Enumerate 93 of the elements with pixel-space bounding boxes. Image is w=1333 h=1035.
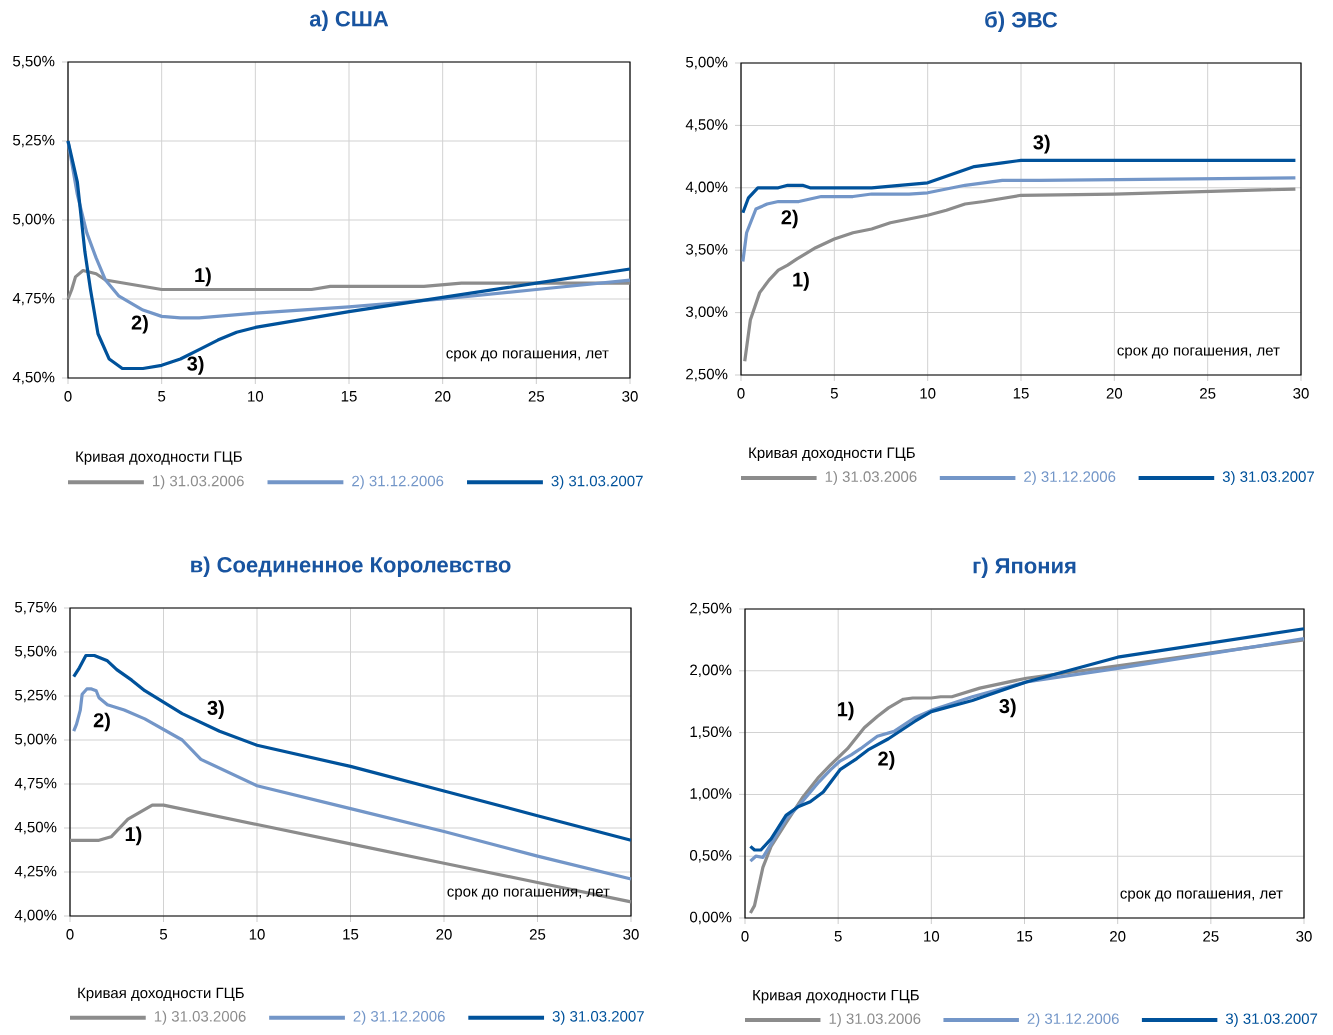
- x-axis-title: срок до погашения, лет: [446, 350, 609, 362]
- legend-title: Кривая доходности ГЦБ: [76, 451, 242, 465]
- x-tick-label: 20: [1106, 388, 1123, 399]
- x-tick-label: 10: [248, 391, 264, 402]
- y-tick-label: 0,50%: [690, 850, 732, 863]
- x-tick-label: 30: [1293, 388, 1309, 399]
- x-tick-label: 20: [1110, 931, 1126, 942]
- y-tick-label: 2,00%: [690, 664, 732, 677]
- y-tick-label: 2,50%: [690, 602, 732, 616]
- x-tick-label: 0: [64, 391, 72, 402]
- x-tick-label: 25: [529, 929, 546, 940]
- y-tick-label: 4,75%: [14, 777, 57, 791]
- text: 1) 31.03.2006: [825, 470, 917, 485]
- annotation: 3): [187, 356, 204, 375]
- x-tick-label: 10: [924, 931, 940, 942]
- y-tick-label: 4,25%: [14, 865, 57, 879]
- annotation: 2): [781, 209, 798, 229]
- legend-title: Кривая доходности ГЦБ: [753, 989, 919, 1004]
- x-tick-label: 30: [1296, 931, 1312, 942]
- x-tick-label: 0: [741, 931, 749, 942]
- y-tick-label: 4,50%: [14, 821, 57, 835]
- y-tick-label: 4,75%: [12, 292, 55, 306]
- x-tick-label: 20: [436, 929, 452, 940]
- y-tick-label: 5,50%: [15, 645, 57, 659]
- annotation: 1): [793, 272, 809, 291]
- x-tick-label: 15: [1013, 388, 1029, 399]
- annotation: 2): [878, 751, 895, 770]
- text: 1) 31.03.2006: [829, 1013, 921, 1027]
- y-tick-label: 5,75%: [15, 601, 57, 615]
- x-tick-label: 5: [834, 931, 842, 942]
- x-axis-title: срок до погашения, лет: [1120, 890, 1283, 902]
- x-tick-label: 25: [1203, 931, 1219, 942]
- y-tick-label: 5,00%: [686, 56, 728, 70]
- line-series: [72, 687, 633, 881]
- annotation: 1): [125, 826, 142, 846]
- annotation: 1): [195, 267, 211, 287]
- line-series: [743, 187, 1298, 363]
- text: 1) 31.03.2006: [153, 475, 244, 490]
- text: 2) 31.12.2006: [353, 1010, 445, 1025]
- annotation: 1): [837, 701, 854, 721]
- annotation: 2): [131, 314, 148, 334]
- text: 3) 31.03.2007: [1222, 470, 1314, 485]
- y-tick-label: 5,25%: [13, 134, 55, 148]
- annotation: 3): [1033, 134, 1050, 154]
- y-tick-label: 4,00%: [685, 181, 728, 194]
- y-tick-label: 4,50%: [685, 119, 728, 132]
- x-tick-label: 0: [66, 929, 74, 940]
- x-tick-label: 0: [737, 388, 745, 399]
- y-tick-label: 3,00%: [685, 306, 728, 319]
- y-tick-label: 1,00%: [690, 788, 732, 801]
- x-tick-label: 5: [159, 929, 168, 940]
- x-axis-title: срок до погашения, лет: [447, 888, 610, 900]
- text: 3) 31.03.2007: [552, 1010, 644, 1025]
- x-tick-label: 15: [1017, 931, 1033, 942]
- x-tick-label: 20: [435, 391, 451, 402]
- chart-title: в) Соединенное Королевство: [191, 556, 511, 577]
- y-tick-label: 2,50%: [686, 368, 728, 382]
- y-tick-label: 0,00%: [690, 911, 732, 925]
- y-tick-label: 5,00%: [13, 213, 55, 227]
- annotation: 2): [93, 712, 110, 732]
- x-tick-label: 30: [622, 391, 638, 402]
- text: 3) 31.03.2007: [1225, 1013, 1318, 1027]
- y-tick-label: 5,00%: [15, 733, 57, 747]
- y-tick-label: 3,50%: [685, 244, 728, 257]
- chart-title: а) США: [309, 10, 389, 31]
- annotation: 3): [999, 698, 1016, 718]
- text: 2) 31.12.2006: [352, 475, 444, 490]
- text: 2) 31.12.2006: [1024, 470, 1116, 485]
- chart-title: б) ЭВС: [985, 11, 1058, 32]
- x-tick-label: 15: [341, 391, 357, 402]
- x-tick-label: 30: [623, 929, 639, 940]
- legend-title: Кривая доходности ГЦБ: [749, 447, 915, 462]
- x-tick-label: 5: [158, 391, 166, 402]
- x-tick-label: 5: [830, 388, 838, 399]
- annotation: 3): [207, 700, 224, 719]
- x-tick-label: 25: [528, 391, 545, 402]
- y-tick-label: 5,25%: [15, 689, 57, 703]
- y-tick-label: 5,50%: [13, 55, 55, 69]
- y-tick-label: 4,00%: [14, 909, 57, 923]
- x-axis-title: срок до погашения, лет: [1117, 347, 1280, 359]
- y-tick-label: 4,50%: [12, 371, 55, 385]
- text: 3) 31.03.2007: [551, 475, 643, 490]
- chart-title: г) Япония: [973, 557, 1076, 578]
- text: 1) 31.03.2006: [154, 1010, 246, 1025]
- text: 2) 31.12.2006: [1027, 1013, 1119, 1027]
- y-tick-label: 1,50%: [690, 726, 732, 739]
- line-series: [68, 803, 633, 904]
- legend-title: Кривая доходности ГЦБ: [78, 987, 244, 1002]
- line-series: [741, 176, 1298, 264]
- x-tick-label: 10: [920, 388, 936, 399]
- x-tick-label: 25: [1200, 388, 1216, 399]
- x-tick-label: 15: [343, 929, 359, 940]
- x-tick-label: 10: [249, 929, 265, 940]
